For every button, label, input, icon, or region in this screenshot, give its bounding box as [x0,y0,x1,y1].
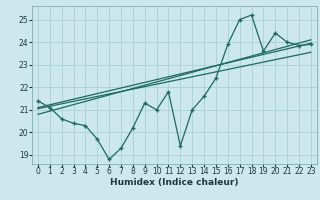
X-axis label: Humidex (Indice chaleur): Humidex (Indice chaleur) [110,178,239,187]
